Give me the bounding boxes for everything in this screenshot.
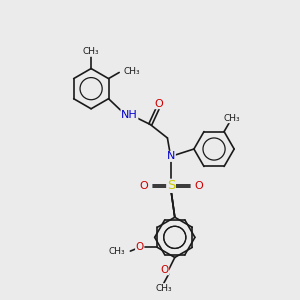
Text: S: S	[167, 179, 175, 192]
Text: O: O	[139, 181, 148, 191]
Text: O: O	[194, 181, 203, 191]
Text: CH₃: CH₃	[124, 67, 140, 76]
Text: N: N	[167, 152, 175, 161]
Text: O: O	[136, 242, 144, 252]
Text: CH₃: CH₃	[109, 247, 125, 256]
Text: O: O	[154, 99, 163, 109]
Text: O: O	[160, 265, 169, 275]
Text: NH: NH	[121, 110, 138, 120]
Text: CH₃: CH₃	[155, 284, 172, 292]
Text: CH₃: CH₃	[223, 114, 240, 123]
Text: CH₃: CH₃	[83, 47, 99, 56]
